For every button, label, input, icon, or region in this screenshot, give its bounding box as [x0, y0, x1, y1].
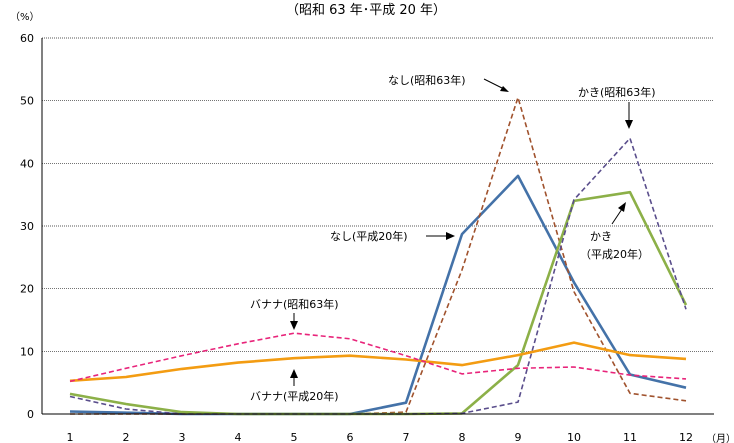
- annotation-nashi-s63: なし(昭和63年): [388, 73, 466, 87]
- series-line-4: [69, 341, 687, 383]
- y-tick-label: 60: [20, 32, 34, 45]
- y-tick-label: 10: [20, 345, 34, 358]
- x-tick-label: 6: [347, 431, 354, 443]
- annotation-kaki-h20-line1: かき: [590, 230, 612, 243]
- arrow-banana-h20: [290, 369, 298, 386]
- gridlines: [42, 37, 714, 352]
- x-axis-unit: （月）: [706, 433, 734, 443]
- series-line-2: [69, 190, 688, 416]
- x-tick-label: 5: [291, 431, 298, 443]
- y-tick-label: 40: [20, 157, 34, 170]
- annotations: なし(昭和63年) かき(昭和63年) なし(平成20年) かき （平成20年）…: [250, 73, 656, 403]
- y-tick-labels: 0 10 20 30 40 50 60: [20, 32, 34, 421]
- x-tick-label: 11: [623, 431, 637, 443]
- x-tick-label: 1: [67, 431, 74, 443]
- plot-frame: [41, 38, 714, 415]
- x-tick-label: 12: [679, 431, 693, 443]
- y-tick-label: 50: [20, 95, 34, 108]
- annotation-kaki-h20-line2: （平成20年）: [580, 247, 649, 261]
- x-tick-label: 7: [403, 431, 410, 443]
- y-tick-label: 0: [27, 408, 34, 421]
- x-tick-labels: 1 2 3 4 5 6 7 8 9 10 11 12: [67, 431, 694, 443]
- x-tick-label: 9: [515, 431, 522, 443]
- arrow-nashi-h20: [426, 232, 455, 240]
- arrow-banana-s63: [290, 313, 298, 330]
- arrow-kaki-s63: [625, 102, 633, 129]
- y-tick-label: 30: [20, 220, 34, 233]
- annotation-nashi-h20: なし(平成20年): [330, 229, 408, 243]
- y-axis-unit: （%）: [10, 11, 40, 23]
- annotation-banana-h20: バナナ(平成20年): [250, 389, 339, 403]
- series-line-3: [69, 137, 687, 415]
- x-tick-label: 3: [179, 431, 186, 443]
- arrow-kaki-h20: [611, 202, 626, 225]
- x-tick-label: 2: [123, 431, 130, 443]
- arrow-nashi-s63: [483, 78, 509, 92]
- series-line-0: [69, 174, 687, 416]
- series-line-5: [69, 332, 687, 383]
- annotation-kaki-s63: かき(昭和63年): [578, 85, 656, 99]
- chart-title: （昭和 63 年･平成 20 年）: [286, 3, 446, 18]
- annotation-banana-s63: バナナ(昭和63年): [250, 297, 339, 311]
- x-tick-label: 4: [235, 431, 242, 443]
- x-tick-label: 10: [567, 431, 581, 443]
- x-tick-label: 8: [459, 431, 466, 443]
- y-tick-label: 20: [20, 283, 34, 296]
